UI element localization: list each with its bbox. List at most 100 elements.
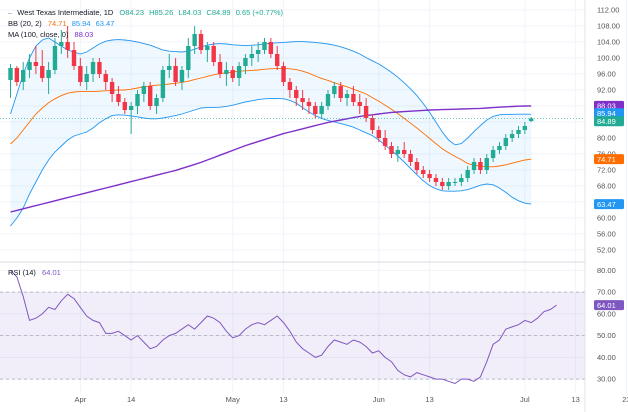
rsi-axis[interactable]: 30.00 40.00 50.00 60.00 70.00 80.00 64.01 <box>594 266 624 384</box>
candle[interactable] <box>33 46 39 74</box>
candle[interactable] <box>103 70 108 90</box>
candle[interactable] <box>503 134 508 150</box>
candle[interactable] <box>325 90 331 110</box>
candle[interactable] <box>243 54 248 74</box>
candle[interactable] <box>141 82 147 102</box>
candle[interactable] <box>338 82 343 102</box>
bb-legend[interactable]: BB (20, 2) 74.71 85.94 63.47 <box>8 19 114 28</box>
collapse-icon[interactable]: – <box>8 8 13 17</box>
candle[interactable] <box>27 54 32 78</box>
candle[interactable] <box>116 86 121 106</box>
candle[interactable] <box>509 130 515 142</box>
candle[interactable] <box>497 142 502 154</box>
candle[interactable] <box>262 38 267 54</box>
price-tag[interactable]: 63.47 <box>594 199 624 210</box>
candle[interactable] <box>452 178 458 186</box>
candle[interactable] <box>268 38 274 58</box>
candle[interactable] <box>433 174 439 186</box>
candle[interactable] <box>167 54 172 78</box>
rsi-tag[interactable]: 64.01 <box>594 300 624 311</box>
rsi-pane[interactable] <box>0 270 585 385</box>
candle[interactable] <box>8 64 13 98</box>
bb-lower-line[interactable] <box>10 97 532 227</box>
rsi-line[interactable] <box>10 270 557 385</box>
candle[interactable] <box>414 158 420 174</box>
ma-100-line[interactable] <box>10 105 532 213</box>
bb-basis-line[interactable] <box>10 67 532 168</box>
candle[interactable] <box>313 102 318 118</box>
candle[interactable] <box>363 98 369 122</box>
candle[interactable] <box>281 62 286 86</box>
candle[interactable] <box>319 102 324 118</box>
candle[interactable] <box>465 166 470 182</box>
candle[interactable] <box>186 38 191 78</box>
candle[interactable] <box>205 42 210 62</box>
candle[interactable] <box>471 158 477 174</box>
candle[interactable] <box>389 142 394 158</box>
candle[interactable] <box>382 130 388 150</box>
candle[interactable] <box>357 94 362 114</box>
candle[interactable] <box>52 38 58 74</box>
candle[interactable] <box>529 116 534 122</box>
candle[interactable] <box>173 58 178 86</box>
candle[interactable] <box>128 102 134 134</box>
candle[interactable] <box>211 42 216 66</box>
candle[interactable] <box>224 62 229 86</box>
candle[interactable] <box>14 66 20 86</box>
candle[interactable] <box>402 142 407 158</box>
candle[interactable] <box>459 174 464 186</box>
candle[interactable] <box>78 58 83 86</box>
candle[interactable] <box>421 166 426 178</box>
candle[interactable] <box>490 146 496 162</box>
candle[interactable] <box>236 62 242 86</box>
candle[interactable] <box>217 54 223 78</box>
candle[interactable] <box>332 82 337 98</box>
candle[interactable] <box>306 98 312 114</box>
rsi-legend[interactable]: RSI (14) 64.01 <box>8 268 61 277</box>
candle[interactable] <box>40 50 45 82</box>
candle[interactable] <box>135 90 140 114</box>
time-axis[interactable]: Apr14May13Jun13Jul1323Au <box>75 395 628 404</box>
candle[interactable] <box>408 150 413 166</box>
candle[interactable] <box>71 42 77 70</box>
price-pane[interactable] <box>0 26 585 227</box>
candle[interactable] <box>109 78 115 102</box>
candle[interactable] <box>294 86 299 106</box>
symbol-legend[interactable]: – West Texas Intermediate, 1D O84.23 H85… <box>8 8 284 17</box>
candle[interactable] <box>65 26 70 58</box>
candle[interactable] <box>148 82 153 110</box>
candle[interactable] <box>179 66 185 90</box>
candle[interactable] <box>516 126 521 138</box>
candle[interactable] <box>21 62 26 90</box>
candle[interactable] <box>275 46 280 70</box>
candle[interactable] <box>484 154 489 174</box>
candle[interactable] <box>376 126 381 142</box>
candle[interactable] <box>344 90 350 106</box>
candle[interactable] <box>446 178 451 190</box>
candle[interactable] <box>351 86 356 106</box>
ma-legend[interactable]: MA (100, close, 0) 88.03 <box>8 30 93 39</box>
candle[interactable] <box>46 62 51 94</box>
candle[interactable] <box>198 30 204 54</box>
price-tag[interactable]: 85.94 <box>594 108 624 119</box>
candle[interactable] <box>395 146 401 162</box>
candle[interactable] <box>192 26 197 54</box>
candle[interactable] <box>90 58 96 82</box>
candle[interactable] <box>122 98 127 114</box>
candle[interactable] <box>440 178 445 190</box>
candle[interactable] <box>59 30 64 54</box>
candle[interactable] <box>300 90 305 110</box>
candle[interactable] <box>287 78 293 98</box>
candle[interactable] <box>160 66 166 102</box>
price-axis[interactable]: 52.0056.0060.0064.0068.0072.0076.0080.00… <box>594 6 624 255</box>
candle[interactable] <box>370 114 375 134</box>
candle[interactable] <box>478 158 483 174</box>
candle[interactable] <box>249 46 254 66</box>
candle[interactable] <box>427 170 432 182</box>
candle[interactable] <box>84 66 89 90</box>
candle[interactable] <box>154 94 159 114</box>
candle[interactable] <box>522 122 528 134</box>
candle[interactable] <box>255 42 261 62</box>
price-tag[interactable]: 74.71 <box>594 154 624 165</box>
price-tag[interactable]: 84.89 <box>594 116 624 127</box>
